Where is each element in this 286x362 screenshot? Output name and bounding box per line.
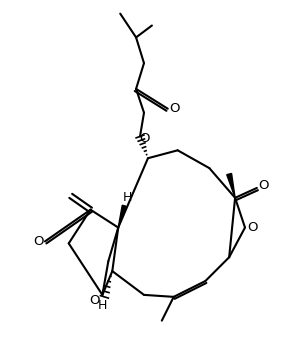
Text: O: O: [33, 235, 43, 248]
Text: H: H: [122, 191, 132, 204]
Text: O: O: [259, 180, 269, 193]
Text: H: H: [98, 299, 107, 312]
Text: O: O: [89, 294, 100, 307]
Text: O: O: [169, 102, 180, 115]
Polygon shape: [118, 205, 126, 228]
Text: O: O: [140, 132, 150, 145]
Polygon shape: [227, 173, 235, 198]
Text: O: O: [248, 221, 258, 234]
